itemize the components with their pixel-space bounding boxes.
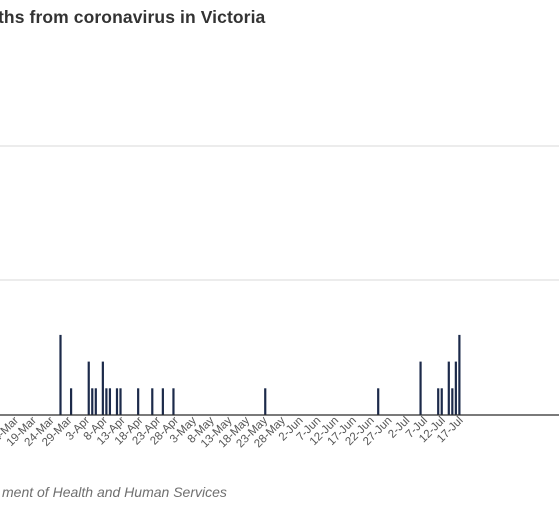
- bar: [59, 334, 62, 415]
- bar: [264, 388, 267, 415]
- bar: [172, 388, 175, 415]
- gridlines: [0, 145, 559, 281]
- bar: [458, 334, 461, 415]
- bar: [137, 388, 140, 415]
- bar: [454, 361, 457, 415]
- bar: [115, 388, 119, 415]
- bar: [91, 388, 94, 415]
- bar: [161, 388, 164, 415]
- bar: [94, 388, 97, 415]
- bar: [101, 361, 104, 415]
- bar: [377, 388, 380, 415]
- bar: [447, 361, 450, 415]
- source-note: ment of Health and Human Services: [2, 484, 227, 500]
- bars: [59, 334, 461, 415]
- bar: [451, 388, 454, 415]
- bar: [119, 388, 122, 415]
- x-tick-labels: 4-Mar19-Mar24-Mar29-Mar3-Apr8-Apr13-Apr1…: [0, 414, 466, 450]
- bar: [419, 361, 422, 415]
- bar: [105, 388, 108, 415]
- bar: [440, 388, 443, 415]
- bar: [69, 388, 73, 415]
- chart-title: ths from coronavirus in Victoria: [0, 7, 266, 27]
- bar: [108, 388, 112, 415]
- bar: [87, 361, 90, 415]
- bar: [437, 388, 440, 415]
- bar: [151, 388, 154, 415]
